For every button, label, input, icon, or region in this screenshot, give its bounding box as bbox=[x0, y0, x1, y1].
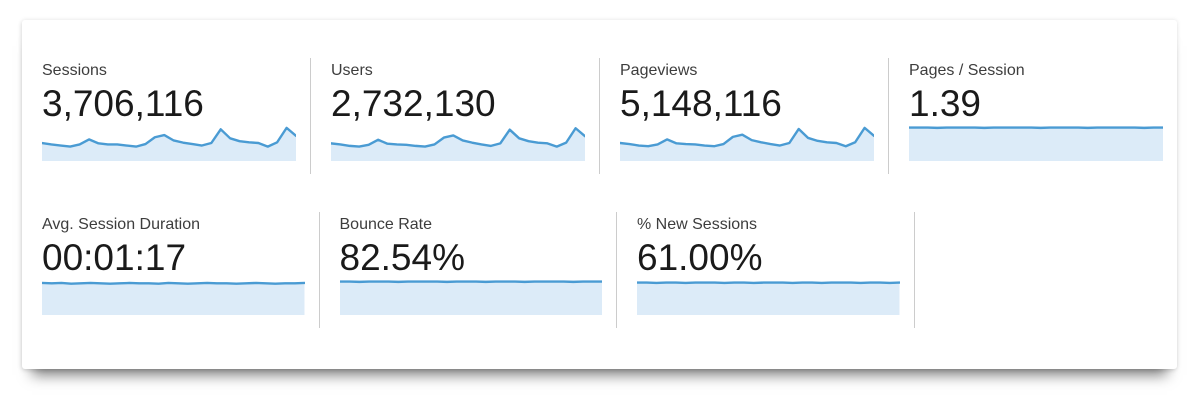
metric-pages-per-session[interactable]: Pages / Session 1.39 bbox=[889, 58, 1177, 174]
percent-new-sessions-sparkline bbox=[637, 279, 900, 315]
sessions-sparkline bbox=[42, 125, 296, 161]
bounce-rate-label: Bounce Rate bbox=[339, 216, 433, 233]
metrics-row-1: Sessions 3,706,116 Users 2,732,130 Pagev… bbox=[22, 58, 1177, 174]
metric-avg-session-duration[interactable]: Avg. Session Duration 00:01:17 bbox=[22, 212, 320, 328]
avg-session-duration-value: 00:01:17 bbox=[42, 237, 187, 278]
users-sparkline bbox=[331, 125, 585, 161]
users-label: Users bbox=[331, 62, 373, 79]
pages-per-session-value: 1.39 bbox=[909, 83, 982, 124]
pageviews-sparkline bbox=[620, 125, 874, 161]
pages-per-session-sparkline bbox=[909, 125, 1163, 161]
users-value: 2,732,130 bbox=[331, 83, 496, 124]
avg-session-duration-label: Avg. Session Duration bbox=[42, 216, 201, 233]
bounce-rate-sparkline bbox=[339, 279, 602, 315]
avg-session-duration-sparkline bbox=[42, 279, 305, 315]
sessions-label: Sessions bbox=[42, 62, 107, 79]
metrics-row-2: Avg. Session Duration 00:01:17 Bounce Ra… bbox=[22, 212, 1177, 328]
metric-sessions[interactable]: Sessions 3,706,116 bbox=[22, 58, 311, 174]
bounce-rate-value: 82.54% bbox=[339, 237, 466, 278]
analytics-overview-scorecard: Sessions 3,706,116 Users 2,732,130 Pagev… bbox=[22, 20, 1177, 369]
metric-pageviews[interactable]: Pageviews 5,148,116 bbox=[600, 58, 889, 174]
sessions-value: 3,706,116 bbox=[42, 83, 204, 124]
metric-percent-new-sessions[interactable]: % New Sessions 61.00% bbox=[617, 212, 915, 328]
pages-per-session-label: Pages / Session bbox=[909, 62, 1025, 79]
percent-new-sessions-value: 61.00% bbox=[637, 237, 763, 278]
empty-cell bbox=[915, 212, 1178, 328]
pageviews-value: 5,148,116 bbox=[620, 83, 782, 124]
percent-new-sessions-label: % New Sessions bbox=[637, 216, 758, 233]
metric-bounce-rate[interactable]: Bounce Rate 82.54% bbox=[320, 212, 617, 328]
pageviews-label: Pageviews bbox=[620, 62, 698, 79]
metric-users[interactable]: Users 2,732,130 bbox=[311, 58, 600, 174]
